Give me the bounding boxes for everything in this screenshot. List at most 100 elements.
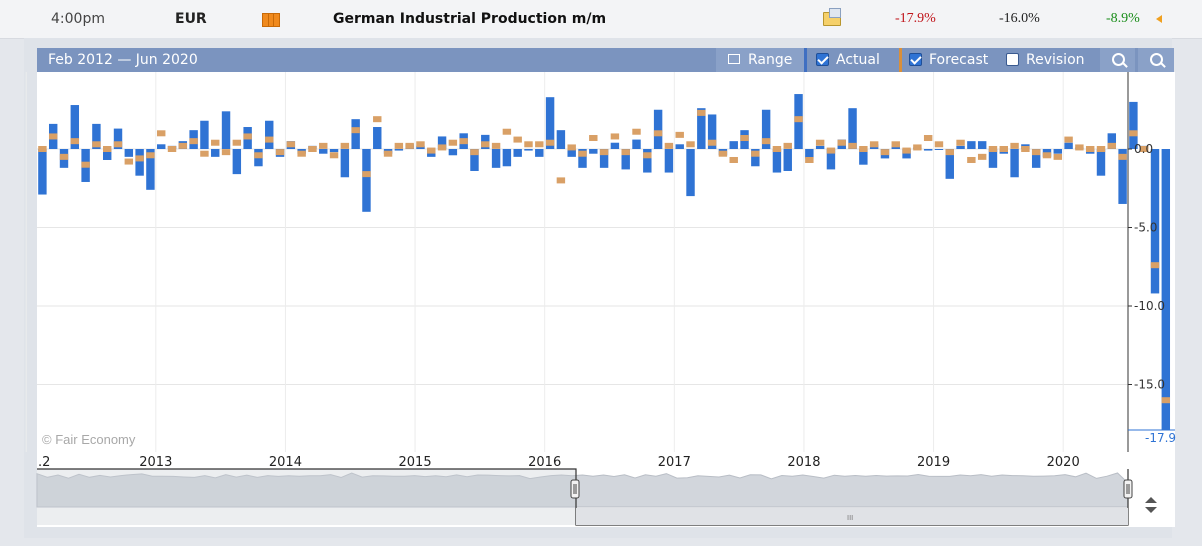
actual-bar (437, 136, 447, 149)
x-tick-label: 2016 (528, 455, 561, 470)
actual-bar (599, 149, 609, 168)
actual-bar (826, 149, 836, 170)
forecast-marker (686, 141, 695, 148)
actual-bar (761, 109, 771, 149)
event-row[interactable]: 4:00pm EUR German Industrial Production … (0, 0, 1202, 39)
forecast-marker (1042, 152, 1052, 159)
actual-bar (751, 149, 760, 167)
scrollbar-grip-icon: III (847, 514, 853, 522)
actual-bar (535, 149, 544, 157)
x-axis-ticks: .2 2013 2014 2015 2016 2017 2018 2019 2020 (38, 455, 1080, 470)
actual-bar (1031, 149, 1041, 168)
actual-bar (1064, 142, 1073, 149)
event-title[interactable]: German Industrial Production m/m (333, 11, 607, 27)
impact-icon[interactable] (262, 13, 280, 27)
x-tick-label: 2013 (139, 455, 172, 470)
revision-toggle[interactable]: Revision (999, 48, 1094, 72)
forecast-marker (805, 156, 814, 163)
forecast-marker (243, 133, 252, 140)
watermark: © Fair Economy (42, 432, 136, 447)
actual-bar (1053, 149, 1062, 154)
forecast-marker (167, 146, 177, 152)
range-button[interactable]: Range (716, 48, 807, 72)
navigator-scrollbar[interactable] (576, 508, 1128, 525)
forecast-marker (913, 144, 922, 151)
actual-bar (567, 149, 576, 157)
navigator-handle-right[interactable] (1123, 479, 1133, 499)
actual-bar (221, 111, 231, 149)
forecast-marker (599, 149, 609, 156)
actual-bar (491, 149, 501, 168)
actual-toggle[interactable]: Actual (809, 48, 894, 72)
forecast-marker (653, 130, 663, 137)
actual-bar (805, 149, 814, 159)
zoom-out-icon (1150, 53, 1163, 66)
actual-bar (664, 149, 674, 173)
actual-bar (200, 120, 209, 149)
actual-bar (610, 142, 620, 149)
forecast-toggle-label: Forecast (929, 52, 989, 68)
actual-bar (265, 120, 274, 149)
actual-bar (416, 145, 425, 149)
forecast-marker (999, 146, 1008, 152)
forecast-marker (221, 149, 231, 156)
forecast-marker (761, 138, 771, 145)
forecast-marker (891, 141, 900, 148)
forecast-marker (567, 144, 576, 151)
navigator-arrows-icon[interactable] (1144, 497, 1158, 517)
forecast-marker (1161, 397, 1171, 404)
revision-checkbox[interactable] (1006, 53, 1019, 66)
zoom-out-button[interactable] (1138, 48, 1174, 72)
forecast-marker (988, 146, 998, 152)
actual-bar (783, 149, 792, 171)
forecast-marker (373, 116, 382, 123)
forecast-marker (1150, 262, 1160, 269)
previous-value: -8.9% (1106, 11, 1140, 26)
actual-bar (513, 149, 522, 157)
x-axis-area (37, 452, 1175, 469)
forecast-toggle[interactable]: Forecast (899, 48, 995, 72)
forecast-marker (751, 150, 760, 157)
actual-bar (232, 149, 242, 175)
forecast-marker (81, 161, 90, 168)
forecast-marker (92, 141, 101, 148)
forecast-marker (643, 152, 652, 159)
forecast-marker (923, 135, 933, 142)
navigator-handle-left[interactable] (570, 479, 580, 499)
forecast-marker (945, 149, 954, 156)
forecast-marker (934, 141, 944, 148)
forecast-marker (610, 133, 620, 140)
actual-bar (697, 108, 706, 149)
actual-bar (956, 145, 965, 149)
actual-bar (146, 149, 155, 190)
actual-bar (815, 145, 825, 149)
x-tick-label: 2020 (1047, 455, 1080, 470)
zoom-in-button[interactable] (1100, 48, 1135, 72)
forecast-checkbox[interactable] (909, 53, 922, 66)
forecast-marker (319, 142, 328, 149)
forecast-marker (1031, 149, 1041, 156)
forecast-marker (437, 144, 447, 151)
forecast-marker (481, 141, 490, 148)
chart-toolbar: Feb 2012 — Jun 2020 Range Actual Forecas… (37, 48, 1174, 72)
forecast-marker (589, 135, 598, 142)
actual-bar (103, 149, 112, 160)
forecast-marker (783, 142, 792, 149)
actual-bar (38, 149, 47, 195)
forecast-marker (394, 142, 404, 149)
forecast-marker (675, 131, 684, 138)
actual-bar (157, 144, 166, 149)
actual-bar (340, 149, 350, 178)
forecast-marker (697, 109, 706, 116)
forecast-marker (200, 150, 209, 157)
plot-area (37, 72, 1128, 452)
forecast-marker (513, 136, 522, 143)
forecast-marker (157, 130, 166, 137)
actual-checkbox[interactable] (816, 53, 829, 66)
detail-icon[interactable] (823, 8, 841, 26)
actual-bar (70, 105, 80, 149)
forecast-marker (254, 152, 263, 159)
forecast-marker (1118, 153, 1127, 160)
navigator-series (36, 472, 1129, 508)
forecast-marker (459, 138, 468, 145)
